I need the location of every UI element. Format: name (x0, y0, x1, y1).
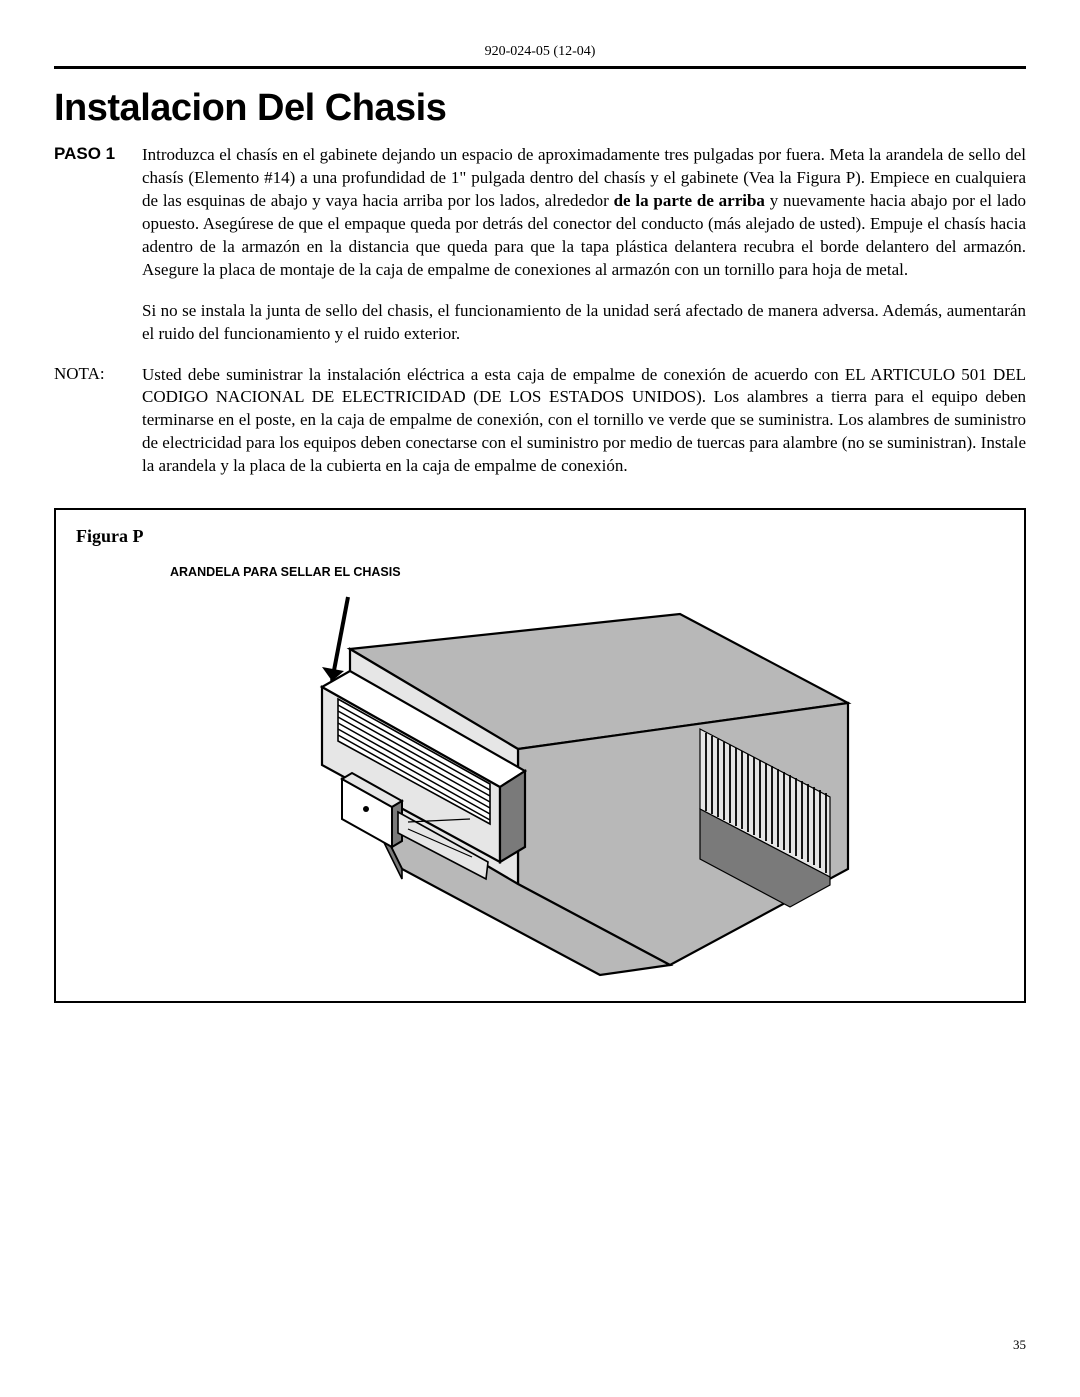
section-title: Instalacion Del Chasis (54, 87, 1026, 130)
figure-box: Figura P ARANDELA PARA SELLAR EL CHASIS (54, 508, 1026, 1003)
chassis-diagram (170, 579, 910, 979)
page-number: 35 (1013, 1337, 1026, 1353)
header-divider (54, 66, 1026, 69)
nota-body: Usted debe suministrar la instalación el… (142, 364, 1026, 479)
step-label: PASO 1 (54, 144, 142, 282)
document-code: 920-024-05 (12-04) (54, 44, 1026, 60)
step-row: PASO 1 Introduzca el chasís en el gabine… (54, 144, 1026, 282)
nota-label: NOTA: (54, 364, 142, 479)
step-body: Introduzca el chasís en el gabinete deja… (142, 144, 1026, 282)
step-label-empty (54, 300, 142, 346)
step-para2: Si no se instala la junta de sello del c… (142, 300, 1026, 346)
step-row-2: Si no se instala la junta de sello del c… (54, 300, 1026, 346)
nota-row: NOTA: Usted debe suministrar la instalac… (54, 364, 1026, 479)
figure-callout: ARANDELA PARA SELLAR EL CHASIS (170, 565, 1004, 579)
figure-title: Figura P (76, 526, 1004, 547)
step-bold-text: de la parte de arriba (614, 191, 765, 210)
